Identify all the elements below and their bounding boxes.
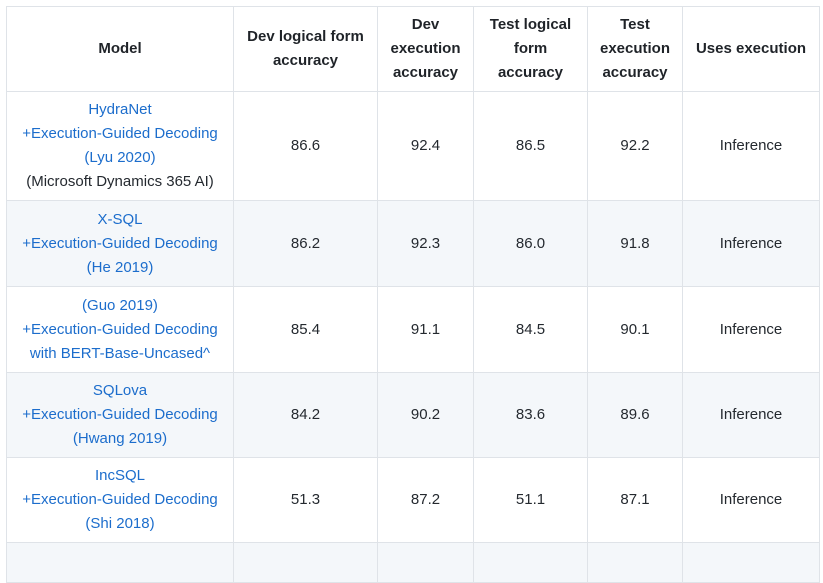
cell-test_lf: 86.0 <box>473 200 588 287</box>
empty-cell <box>233 542 378 583</box>
cell-uses_execution: Inference <box>682 457 820 543</box>
column-header-dev_ex: Dev execution accuracy <box>377 6 474 92</box>
column-header-test_ex: Test execution accuracy <box>587 6 683 92</box>
cell-dev_lf: 85.4 <box>233 286 378 373</box>
table-header: Model Dev logical form accuracy Dev execut… <box>6 6 820 92</box>
table-row: X-SQL +Execution-Guided Decoding (He 2019)… <box>6 200 820 287</box>
model-link-line[interactable]: +Execution-Guided Decoding <box>22 406 218 423</box>
model-link[interactable]: (Guo 2019) +Execution-Guided Decoding with… <box>17 294 223 366</box>
table-row: HydraNet +Execution-Guided Decoding (Lyu 2… <box>6 91 820 201</box>
model-link[interactable]: IncSQL +Execution-Guided Decoding (Shi 201… <box>17 464 223 536</box>
table-row: SQLova +Execution-Guided Decoding (Hwang 2… <box>6 372 820 458</box>
cell-dev_ex: 92.4 <box>377 91 474 201</box>
model-cell: IncSQL +Execution-Guided Decoding (Shi 201… <box>6 457 234 543</box>
model-cell: X-SQL +Execution-Guided Decoding (He 2019) <box>6 200 234 287</box>
model-cell: (Guo 2019) +Execution-Guided Decoding with… <box>6 286 234 373</box>
column-header-dev_lf: Dev logical form accuracy <box>233 6 378 92</box>
cell-uses_execution: Inference <box>682 286 820 373</box>
cell-dev_lf: 51.3 <box>233 457 378 543</box>
table-row: IncSQL +Execution-Guided Decoding (Shi 201… <box>6 457 820 543</box>
model-link-line[interactable]: +Execution-Guided Decoding <box>22 125 218 142</box>
header-row: Model Dev logical form accuracy Dev execut… <box>6 6 820 92</box>
model-link-line[interactable]: (Lyu 2020) <box>84 149 156 166</box>
empty-cell <box>587 542 683 583</box>
model-link[interactable]: HydraNet +Execution-Guided Decoding (Lyu 2… <box>17 98 223 170</box>
table-row-partial <box>6 542 820 583</box>
empty-cell <box>6 542 234 583</box>
model-cell: HydraNet +Execution-Guided Decoding (Lyu 2… <box>6 91 234 201</box>
empty-cell <box>682 542 820 583</box>
cell-dev_lf: 84.2 <box>233 372 378 458</box>
model-link-line[interactable]: (Shi 2018) <box>85 515 155 532</box>
cell-uses_execution: Inference <box>682 200 820 287</box>
model-link[interactable]: X-SQL +Execution-Guided Decoding (He 2019) <box>17 208 223 280</box>
model-link-line[interactable]: HydraNet <box>88 101 152 118</box>
cell-test_lf: 86.5 <box>473 91 588 201</box>
column-header-model: Model <box>6 6 234 92</box>
cell-dev_lf: 86.2 <box>233 200 378 287</box>
cell-uses_execution: Inference <box>682 91 820 201</box>
table-body: HydraNet +Execution-Guided Decoding (Lyu 2… <box>6 91 820 583</box>
empty-cell <box>377 542 474 583</box>
model-cell: SQLova +Execution-Guided Decoding (Hwang 2… <box>6 372 234 458</box>
cell-test_lf: 83.6 <box>473 372 588 458</box>
cell-dev_ex: 87.2 <box>377 457 474 543</box>
model-link-line[interactable]: (Guo 2019) <box>82 296 158 314</box>
cell-dev_ex: 90.2 <box>377 372 474 458</box>
model-link-line[interactable]: X-SQL <box>97 210 143 228</box>
cell-dev_lf: 86.6 <box>233 91 378 201</box>
cell-test_ex: 92.2 <box>587 91 683 201</box>
model-link-line[interactable]: (He 2019) <box>86 258 154 276</box>
model-note: (Microsoft Dynamics 365 AI) <box>26 173 214 190</box>
cell-test_ex: 91.8 <box>587 200 683 287</box>
cell-test_lf: 51.1 <box>473 457 588 543</box>
empty-cell <box>473 542 588 583</box>
model-link-line[interactable]: with BERT-Base-Uncased^ <box>29 344 211 362</box>
model-link-line[interactable]: +Execution-Guided Decoding <box>22 234 218 252</box>
cell-dev_ex: 91.1 <box>377 286 474 373</box>
model-link-line[interactable]: (Hwang 2019) <box>72 430 168 447</box>
column-header-uses_execution: Uses execution <box>682 6 820 92</box>
cell-test_ex: 87.1 <box>587 457 683 543</box>
cell-uses_execution: Inference <box>682 372 820 458</box>
cell-dev_ex: 92.3 <box>377 200 474 287</box>
model-link-line[interactable]: +Execution-Guided Decoding <box>22 491 218 508</box>
model-link[interactable]: SQLova +Execution-Guided Decoding (Hwang 2… <box>17 379 223 451</box>
table-row: (Guo 2019) +Execution-Guided Decoding with… <box>6 286 820 373</box>
model-link-line[interactable]: +Execution-Guided Decoding <box>22 320 218 338</box>
cell-test_ex: 90.1 <box>587 286 683 373</box>
model-link-line[interactable]: IncSQL <box>94 467 146 484</box>
column-header-test_lf: Test logical form accuracy <box>473 6 588 92</box>
model-link-line[interactable]: SQLova <box>92 382 148 399</box>
cell-test_ex: 89.6 <box>587 372 683 458</box>
cell-test_lf: 84.5 <box>473 286 588 373</box>
leaderboard-table: Model Dev logical form accuracy Dev execut… <box>6 6 820 583</box>
leaderboard-table-wrap: Model Dev logical form accuracy Dev execut… <box>6 6 820 583</box>
